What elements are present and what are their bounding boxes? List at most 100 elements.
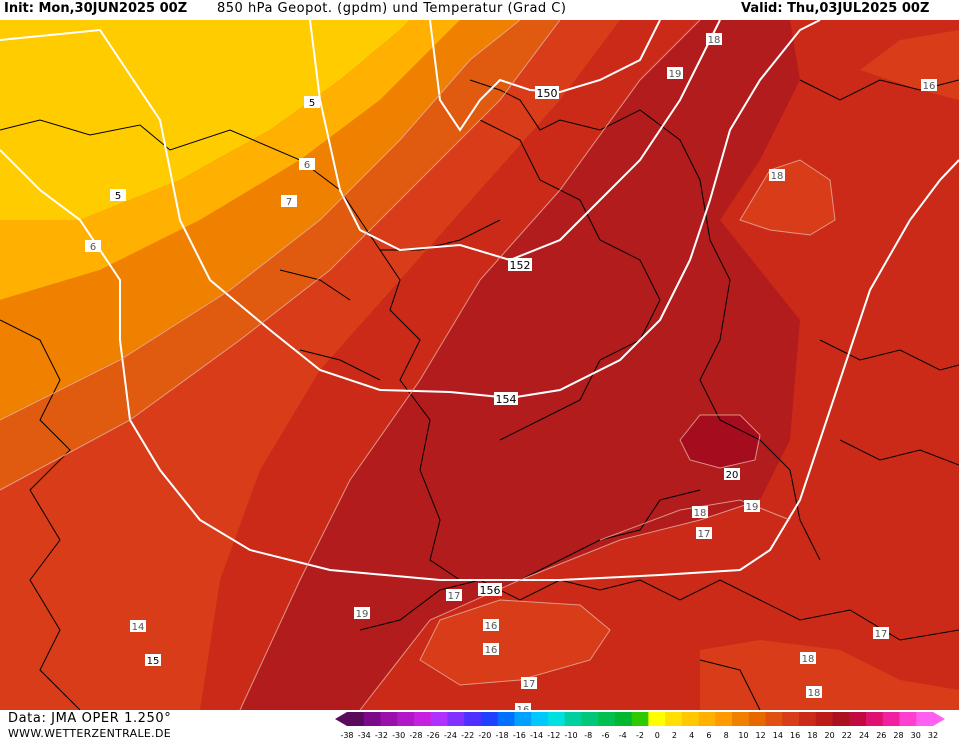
temp-label: 19 — [354, 607, 370, 620]
valid-time: Valid: Thu,03JUL2025 00Z — [741, 1, 930, 16]
coastlines-borders — [0, 79, 959, 710]
map-header: Init: Mon,30JUN2025 00Z 850 hPa Geopot. … — [0, 0, 959, 20]
colorbar-swatch — [631, 712, 649, 726]
geopot-label-154: 154 — [494, 392, 518, 406]
temp-label-text: 18 — [694, 508, 707, 519]
colorbar-swatch — [614, 712, 633, 726]
colorbar-tick-label: 10 — [738, 731, 748, 740]
temp-label: 17 — [521, 677, 537, 690]
temp-label: 17 — [873, 627, 889, 640]
colorbar-swatch — [531, 712, 549, 726]
colorbar-swatch — [413, 712, 432, 726]
colorbar-swatch — [497, 712, 515, 726]
colorbar-tick-label: 4 — [689, 731, 694, 740]
geopot-label-156: 156 — [478, 583, 502, 597]
colorbar-swatch — [347, 712, 365, 726]
colorbar-tick-label: -24 — [444, 731, 457, 740]
temp-label-text: 18 — [808, 688, 821, 699]
colorbar-swatch — [882, 712, 901, 726]
colorbar-swatch — [363, 712, 381, 726]
colorbar-tick-label: 0 — [655, 731, 660, 740]
colorbar-swatch — [916, 712, 934, 726]
temp-label: 16 — [515, 703, 531, 710]
temp-label: 17 — [696, 527, 712, 540]
temp-label: 20 — [724, 468, 740, 481]
temperature-labels: 5 5 6 6 7 14 15 16 16 16 16 17 17 17 17 18 18 18 18 18 19 19 1… — [85, 33, 937, 710]
data-source: Data: JMA OPER 1.250° — [8, 711, 172, 726]
colorbar-right-arrow — [933, 712, 945, 726]
temp-label: 14 — [130, 620, 146, 633]
colorbar-swatch — [849, 712, 867, 726]
temp-label: 18 — [806, 686, 822, 699]
temp-label: 18 — [769, 169, 785, 182]
colorbar-swatch — [447, 712, 465, 726]
temp-label-text: 5 — [115, 191, 121, 202]
colorbar-tick-label: -14 — [530, 731, 543, 740]
temperature-colorbar: -38 -34 -32 -30 -28 -26 -24 -22 -20 -18 -16 -14 -12-… — [335, 712, 945, 740]
colorbar-tick-label: -22 — [461, 731, 474, 740]
band-16-18-alps — [420, 600, 610, 685]
colorbar-tick-label: -8 — [584, 731, 592, 740]
colorbar-tick-label: 14 — [773, 731, 783, 740]
colorbar-tick-label: 6 — [706, 731, 711, 740]
temp-label-text: 15 — [147, 656, 160, 667]
temp-label: 18 — [706, 33, 722, 46]
map-title: 850 hPa Geopot. (gpdm) und Temperatur (G… — [217, 1, 567, 16]
temp-label: 6 — [299, 158, 315, 171]
colorbar-tick-label: 22 — [842, 731, 852, 740]
temp-label-text: 19 — [669, 69, 682, 80]
temp-label-text: 17 — [698, 529, 711, 540]
geopot-label-150-text: 150 — [537, 87, 558, 100]
colorbar-swatch — [681, 712, 700, 726]
colorbar-tick-label: -12 — [547, 731, 560, 740]
temp-label-text: 18 — [708, 35, 721, 46]
colorbar-swatch — [715, 712, 733, 726]
temp-label-text: 16 — [923, 81, 936, 92]
temp-label: 16 — [921, 79, 937, 92]
temp-label: 16 — [483, 643, 499, 656]
colorbar-tick-label: 28 — [893, 731, 903, 740]
colorbar-tick-label: 16 — [790, 731, 800, 740]
colorbar-tick-label: -10 — [565, 731, 578, 740]
temp-label-text: 7 — [286, 197, 292, 208]
geopot-label-152-text: 152 — [510, 259, 531, 272]
colorbar-swatch — [430, 712, 448, 726]
temperature-isolines — [0, 20, 836, 710]
colorbar-swatch — [480, 712, 499, 726]
band-below-6 — [0, 20, 410, 220]
weather-map: 150 152 154 156 5 5 6 6 7 14 15 16 16 16 16 17 17 17 1… — [0, 20, 959, 710]
temp-label: 19 — [744, 500, 760, 513]
colorbar-swatch — [581, 712, 599, 726]
colorbar-tick-label: -2 — [636, 731, 644, 740]
colorbar-swatch — [514, 712, 532, 726]
colorbar-tick-label: -38 — [340, 731, 353, 740]
colorbar-tick-label: 30 — [911, 731, 921, 740]
band-16-18 — [0, 20, 620, 710]
temp-label: 19 — [667, 67, 683, 80]
temp-label-text: 16 — [485, 621, 498, 632]
geopot-label-154-text: 154 — [496, 393, 517, 406]
colorbar-tick-label: 2 — [672, 731, 677, 740]
colorbar-swatch — [648, 712, 666, 726]
colorbar-tick-label: 24 — [859, 731, 869, 740]
colorbar-swatch — [380, 712, 398, 726]
colorbar-swatch — [547, 712, 566, 726]
temp-label-text: 17 — [448, 591, 461, 602]
temp-label: 18 — [692, 506, 708, 519]
colorbar-tick-label: -30 — [392, 731, 405, 740]
temp-label: 7 — [281, 195, 297, 208]
band-10-14 — [0, 20, 520, 420]
colorbar-tick-label: 20 — [824, 731, 834, 740]
geopot-label-152: 152 — [508, 258, 532, 272]
colorbar-tick-label: -34 — [358, 731, 371, 740]
geopot-label-156-text: 156 — [480, 584, 501, 597]
colorbar-swatch — [665, 712, 683, 726]
temp-label-text: 16 — [485, 645, 498, 656]
colorbar-tick-label: 26 — [876, 731, 886, 740]
colorbar-swatch — [765, 712, 783, 726]
colorbar-tick-label: -20 — [478, 731, 491, 740]
colorbar-swatch — [397, 712, 415, 726]
band-14-16 — [0, 20, 560, 490]
temp-label: 17 — [446, 589, 462, 602]
band-16-18-east — [740, 160, 835, 235]
